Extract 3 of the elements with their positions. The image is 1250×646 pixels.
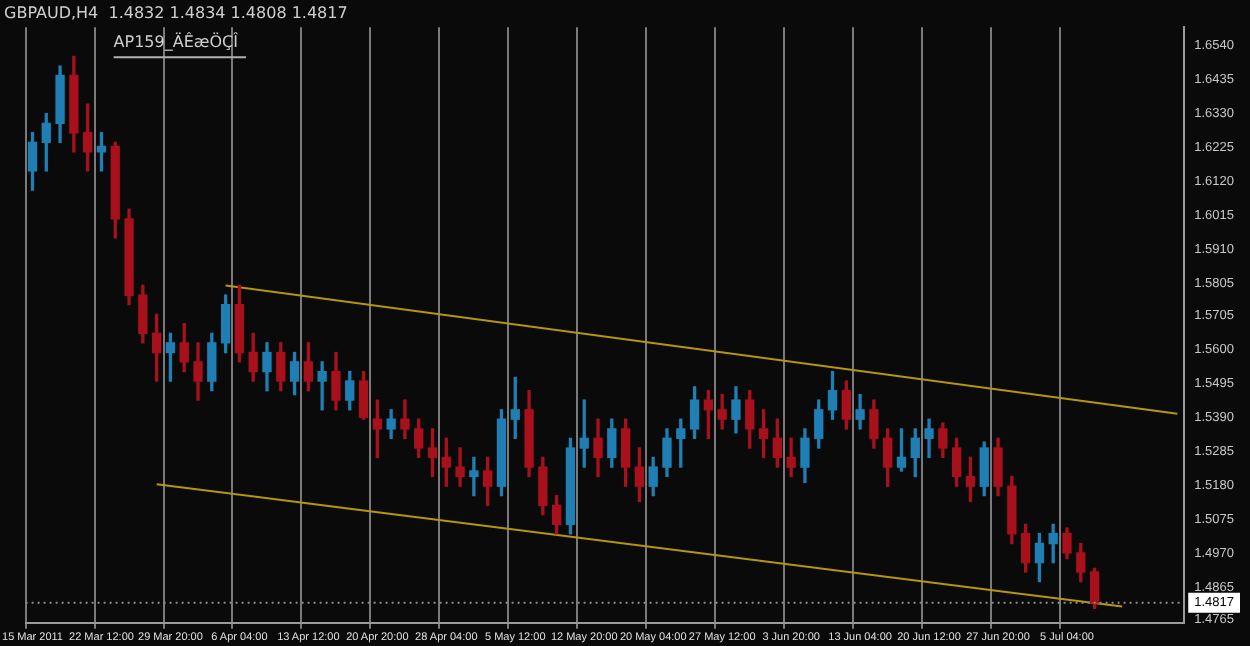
chart-title: GBPAUD,H4 1.4832 1.4834 1.4808 1.4817 [4, 3, 348, 22]
candlestick [317, 361, 327, 411]
candlestick [469, 456, 479, 497]
